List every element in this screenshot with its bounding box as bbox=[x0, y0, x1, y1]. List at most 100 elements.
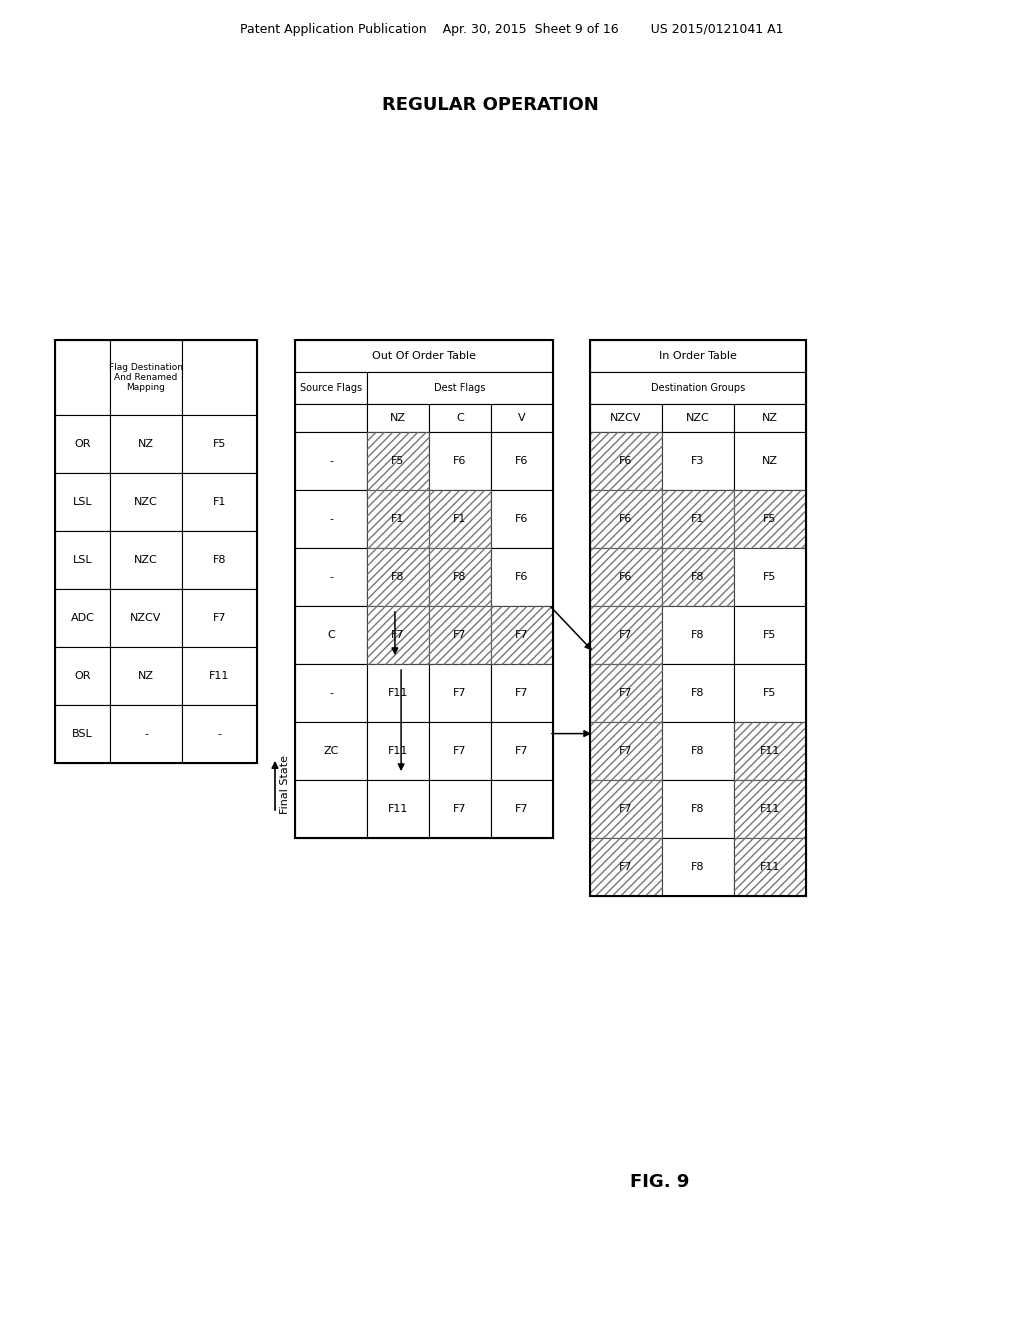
Bar bbox=[590, 664, 662, 722]
Bar bbox=[662, 490, 734, 548]
Text: -: - bbox=[329, 688, 333, 698]
Bar bbox=[734, 780, 806, 838]
Bar bbox=[182, 647, 257, 705]
Bar bbox=[55, 341, 110, 414]
Text: REGULAR OPERATION: REGULAR OPERATION bbox=[382, 96, 598, 114]
Text: FIG. 9: FIG. 9 bbox=[631, 1173, 690, 1191]
Text: OR: OR bbox=[75, 440, 91, 449]
Bar bbox=[295, 404, 367, 432]
Bar bbox=[590, 780, 662, 838]
Bar bbox=[590, 372, 806, 404]
Text: F8: F8 bbox=[691, 688, 705, 698]
Text: F1: F1 bbox=[213, 498, 226, 507]
Bar bbox=[110, 341, 182, 414]
Text: Final State: Final State bbox=[280, 755, 290, 814]
Bar bbox=[295, 490, 367, 548]
Text: F1: F1 bbox=[454, 513, 467, 524]
Bar bbox=[590, 838, 662, 896]
Text: F6: F6 bbox=[620, 513, 633, 524]
Text: F5: F5 bbox=[391, 455, 404, 466]
Text: F5: F5 bbox=[763, 630, 776, 640]
Bar bbox=[734, 490, 806, 548]
Bar bbox=[590, 722, 662, 780]
Bar bbox=[295, 548, 367, 606]
Text: NZCV: NZCV bbox=[610, 413, 642, 422]
Bar bbox=[490, 548, 553, 606]
Bar bbox=[367, 664, 429, 722]
Bar bbox=[490, 490, 553, 548]
Bar bbox=[590, 490, 662, 548]
Bar bbox=[590, 606, 662, 664]
Bar bbox=[734, 722, 806, 780]
Text: F7: F7 bbox=[515, 630, 528, 640]
Bar bbox=[367, 490, 429, 548]
Bar bbox=[367, 548, 429, 606]
Bar bbox=[367, 780, 429, 838]
Text: F5: F5 bbox=[763, 688, 776, 698]
Bar bbox=[110, 473, 182, 531]
Bar bbox=[662, 780, 734, 838]
Bar bbox=[734, 780, 806, 838]
Bar bbox=[662, 548, 734, 606]
Bar bbox=[662, 404, 734, 432]
Text: NZCV: NZCV bbox=[130, 612, 162, 623]
Bar bbox=[295, 722, 367, 780]
Text: F6: F6 bbox=[515, 572, 528, 582]
Text: NZ: NZ bbox=[762, 455, 778, 466]
Text: F7: F7 bbox=[620, 746, 633, 756]
Text: F5: F5 bbox=[763, 572, 776, 582]
Bar bbox=[367, 548, 429, 606]
Text: NZ: NZ bbox=[138, 671, 154, 681]
Text: NZ: NZ bbox=[390, 413, 406, 422]
Bar bbox=[429, 606, 490, 664]
Text: ZC: ZC bbox=[324, 746, 339, 756]
Text: F8: F8 bbox=[454, 572, 467, 582]
Text: OR: OR bbox=[75, 671, 91, 681]
Text: F7: F7 bbox=[454, 630, 467, 640]
Bar bbox=[55, 647, 110, 705]
Bar bbox=[429, 404, 490, 432]
Text: F5: F5 bbox=[763, 513, 776, 524]
Text: LSL: LSL bbox=[73, 498, 92, 507]
Bar bbox=[662, 722, 734, 780]
Text: F7: F7 bbox=[391, 630, 404, 640]
Bar bbox=[110, 705, 182, 763]
Bar bbox=[182, 473, 257, 531]
Text: ADC: ADC bbox=[71, 612, 94, 623]
Text: -: - bbox=[329, 513, 333, 524]
Text: -: - bbox=[144, 729, 148, 739]
Bar bbox=[590, 606, 662, 664]
Bar bbox=[662, 838, 734, 896]
Text: F6: F6 bbox=[620, 455, 633, 466]
Text: F6: F6 bbox=[620, 572, 633, 582]
Text: F3: F3 bbox=[691, 455, 705, 466]
Text: F11: F11 bbox=[388, 804, 409, 814]
Bar bbox=[429, 432, 490, 490]
Text: F7: F7 bbox=[515, 688, 528, 698]
Text: F11: F11 bbox=[388, 688, 409, 698]
Text: F11: F11 bbox=[760, 746, 780, 756]
Text: F6: F6 bbox=[454, 455, 467, 466]
Bar bbox=[295, 341, 553, 372]
Text: F7: F7 bbox=[620, 630, 633, 640]
Bar bbox=[295, 664, 367, 722]
Text: BSL: BSL bbox=[72, 729, 93, 739]
Text: F1: F1 bbox=[391, 513, 404, 524]
Text: Destination Groups: Destination Groups bbox=[651, 383, 745, 393]
Text: F11: F11 bbox=[209, 671, 229, 681]
Bar bbox=[55, 341, 257, 763]
Text: Flag Destination
And Renamed
Mapping: Flag Destination And Renamed Mapping bbox=[109, 363, 183, 392]
Bar bbox=[590, 341, 806, 372]
Text: -: - bbox=[329, 455, 333, 466]
Text: F7: F7 bbox=[620, 862, 633, 873]
Bar bbox=[590, 664, 662, 722]
Bar bbox=[590, 432, 662, 490]
Bar bbox=[110, 531, 182, 589]
Bar bbox=[182, 531, 257, 589]
Text: F7: F7 bbox=[620, 688, 633, 698]
Bar bbox=[734, 432, 806, 490]
Text: Out Of Order Table: Out Of Order Table bbox=[372, 351, 476, 360]
Bar bbox=[110, 647, 182, 705]
Bar bbox=[429, 490, 490, 548]
Text: F8: F8 bbox=[691, 804, 705, 814]
